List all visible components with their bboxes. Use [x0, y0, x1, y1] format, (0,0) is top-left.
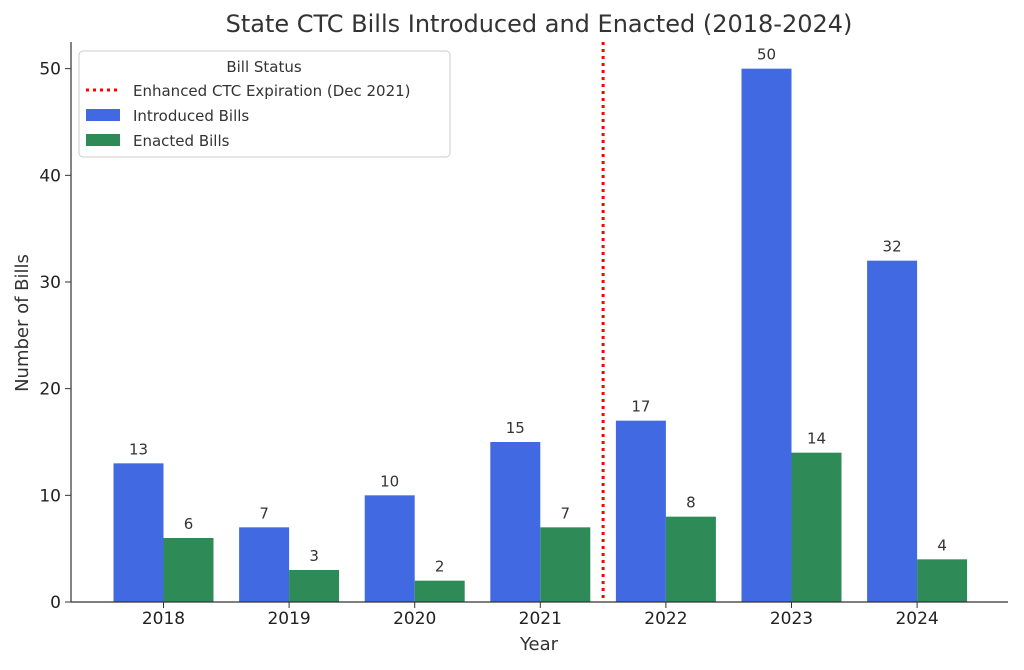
bar-introduced: [113, 463, 164, 602]
data-label: 50: [757, 46, 776, 64]
x-tick-label: 2018: [142, 609, 185, 629]
legend-reference-label: Enhanced CTC Expiration (Dec 2021): [133, 82, 411, 100]
bar-introduced: [615, 420, 666, 602]
y-tick-label: 10: [39, 486, 61, 506]
bar-enacted: [163, 538, 214, 602]
y-axis-label: Number of Bills: [12, 254, 33, 392]
x-tick-label: 2024: [895, 609, 938, 629]
bar-introduced: [239, 527, 290, 602]
legend-title: Bill Status: [226, 58, 302, 76]
y-tick-label: 30: [39, 273, 61, 293]
y-tick-label: 40: [39, 166, 61, 186]
legend-swatch-introduced: [86, 109, 120, 121]
bar-enacted: [289, 570, 340, 602]
data-label: 32: [883, 238, 902, 256]
data-label: 14: [807, 430, 826, 448]
data-label: 13: [129, 440, 148, 458]
x-tick-label: 2020: [393, 609, 436, 629]
chart-title: State CTC Bills Introduced and Enacted (…: [226, 10, 853, 38]
bar-introduced: [741, 68, 792, 602]
legend-label-introduced: Introduced Bills: [133, 107, 249, 125]
bar-enacted: [665, 516, 716, 602]
y-tick-label: 0: [50, 593, 61, 613]
bar-introduced: [867, 260, 918, 602]
data-label: 10: [380, 472, 399, 490]
bar-introduced: [364, 495, 415, 602]
x-tick-label: 2023: [770, 609, 813, 629]
legend-label-enacted: Enacted Bills: [133, 132, 230, 150]
data-label: 4: [937, 536, 947, 554]
data-label: 7: [561, 504, 571, 522]
bar-enacted: [791, 452, 842, 602]
bar-enacted: [414, 580, 465, 602]
y-tick-label: 50: [39, 60, 61, 80]
bar-enacted: [540, 527, 591, 602]
legend-frame: [78, 50, 451, 158]
x-tick-label: 2019: [267, 609, 310, 629]
axes-layer: 0 10 20 30 40 50 2018 2019 2020 2021 2022 2023 2024: [39, 42, 1008, 629]
legend: Bill Status Enhanced CTC Expiration (Dec…: [78, 50, 451, 158]
x-tick-label: 2022: [644, 609, 687, 629]
y-tick-label: 20: [39, 380, 61, 400]
data-label: 17: [631, 398, 650, 416]
data-label: 8: [686, 494, 696, 512]
data-label: 6: [184, 515, 194, 533]
x-axis-label: Year: [519, 634, 559, 655]
bar-enacted: [917, 559, 968, 602]
data-label: 15: [506, 419, 525, 437]
data-label: 2: [435, 558, 445, 576]
x-tick-label: 2021: [519, 609, 562, 629]
legend-swatch-enacted: [86, 134, 120, 146]
bar-introduced: [490, 442, 541, 602]
data-label: 7: [259, 504, 269, 522]
data-label: 3: [309, 547, 319, 565]
bars-layer: [113, 68, 968, 602]
